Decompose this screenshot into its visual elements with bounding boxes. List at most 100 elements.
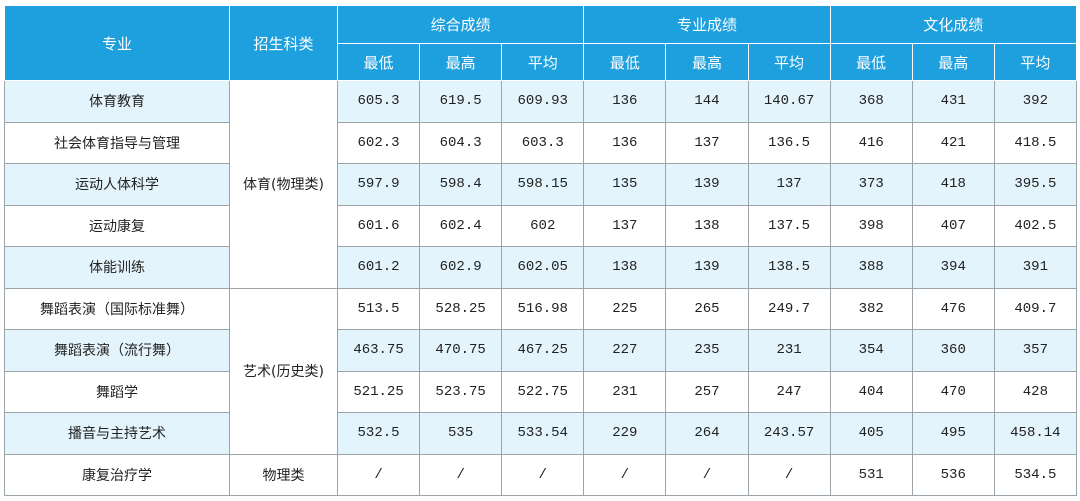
score-cell: 602.3 <box>336 121 421 164</box>
score-cell: 138 <box>665 204 749 247</box>
group-header: 专业成绩 <box>583 5 831 44</box>
sub-header: 最低 <box>829 43 913 81</box>
data-row: 体能训练 601.2 602.9 602.05 138 139 138.5 388 394 391 <box>4 246 1077 289</box>
score-cell: / <box>501 453 585 496</box>
score-cell: / <box>665 453 749 496</box>
score-cell: 603.3 <box>501 121 585 164</box>
score-cell: 354 <box>829 329 913 372</box>
major-cell: 社会体育指导与管理 <box>4 121 230 164</box>
score-cell: 229 <box>583 412 667 455</box>
sub-header: 平均 <box>747 43 831 81</box>
score-cell: 231 <box>583 370 667 413</box>
score-cell: 136 <box>583 121 667 164</box>
header-row: 最低 最高 平均 最低 最高 平均 最低 最高 平均 <box>5 43 1077 81</box>
score-cell: 140.67 <box>747 80 831 123</box>
score-cell: 470.75 <box>419 329 503 372</box>
score-cell: 137 <box>747 163 831 206</box>
score-cell: 532.5 <box>336 412 421 455</box>
score-cell: 357 <box>993 329 1077 372</box>
score-cell: 402.5 <box>993 204 1077 247</box>
sub-header: 最高 <box>419 43 503 81</box>
sub-header: 最高 <box>911 43 995 81</box>
score-table: 专业 招生科类 综合成绩 专业成绩 文化成绩 最低 最高 平均 最低 最高 平均 最低 最高 平均 … <box>4 5 1077 496</box>
score-cell: 602.05 <box>501 246 585 289</box>
score-cell: 495 <box>911 412 995 455</box>
data-row: 舞蹈表演（流行舞） 463.75 470.75 467.25 227 235 231 354 3… <box>4 329 1077 372</box>
score-cell: 388 <box>829 246 913 289</box>
score-cell: / <box>747 453 831 496</box>
header-cell: 招生科类 <box>229 5 338 81</box>
sub-header: 最低 <box>336 43 421 81</box>
score-cell: 428 <box>993 370 1077 413</box>
sub-header: 平均 <box>993 43 1077 81</box>
score-cell: 407 <box>911 204 995 247</box>
group-header: 文化成绩 <box>829 5 1077 44</box>
data-row: 体育教育 体育(物理类) 605.3 619.5 609.93 136 144 140.67 3… <box>4 80 1077 289</box>
score-cell: 531 <box>829 453 913 496</box>
major-cell: 播音与主持艺术 <box>4 412 230 455</box>
data-row: 播音与主持艺术 532.5 535 533.54 229 264 243.57 405 495 4… <box>4 412 1077 455</box>
score-cell: 373 <box>829 163 913 206</box>
score-cell: 392 <box>993 80 1077 123</box>
score-cell: 418.5 <box>993 121 1077 164</box>
data-row: 运动人体科学 597.9 598.4 598.15 135 139 137 373 418 395… <box>4 163 1077 206</box>
score-cell: 535 <box>419 412 503 455</box>
score-cell: 135 <box>583 163 667 206</box>
score-cell: 398 <box>829 204 913 247</box>
score-cell: 405 <box>829 412 913 455</box>
data-row: 运动康复 601.6 602.4 602 137 138 137.5 398 407 402.5 <box>4 204 1077 247</box>
score-cell: 391 <box>993 246 1077 289</box>
sub-header: 平均 <box>501 43 585 81</box>
score-cell: 476 <box>911 287 995 330</box>
score-cell: 265 <box>665 287 749 330</box>
score-cell: 416 <box>829 121 913 164</box>
score-cell: 395.5 <box>993 163 1077 206</box>
score-cell: 136 <box>583 80 667 123</box>
score-cell: 458.14 <box>993 412 1077 455</box>
score-cell: 394 <box>911 246 995 289</box>
score-cell: 598.4 <box>419 163 503 206</box>
major-cell: 康复治疗学 <box>4 453 230 496</box>
score-cell: 404 <box>829 370 913 413</box>
major-cell: 舞蹈表演（流行舞） <box>4 329 230 372</box>
score-cell: 227 <box>583 329 667 372</box>
score-cell: 137.5 <box>747 204 831 247</box>
header-row: 专业 招生科类 综合成绩 专业成绩 文化成绩 <box>4 5 1077 81</box>
score-cell: 602.9 <box>419 246 503 289</box>
score-cell: 604.3 <box>419 121 503 164</box>
score-cell: / <box>419 453 503 496</box>
major-cell: 体能训练 <box>4 246 230 289</box>
score-cell: 368 <box>829 80 913 123</box>
score-cell: / <box>583 453 667 496</box>
score-cell: 463.75 <box>336 329 421 372</box>
data-row: 社会体育指导与管理 602.3 604.3 603.3 136 137 136.5 416 42… <box>4 121 1077 164</box>
score-cell: 264 <box>665 412 749 455</box>
score-cell: 513.5 <box>336 287 421 330</box>
score-cell: 249.7 <box>747 287 831 330</box>
score-cell: 257 <box>665 370 749 413</box>
score-cell: 467.25 <box>501 329 585 372</box>
score-cell: 609.93 <box>501 80 585 123</box>
score-cell: 601.6 <box>336 204 421 247</box>
score-cell: 360 <box>911 329 995 372</box>
score-cell: 605.3 <box>336 80 421 123</box>
major-cell: 运动人体科学 <box>4 163 230 206</box>
score-cell: 528.25 <box>419 287 503 330</box>
score-cell: 533.54 <box>501 412 585 455</box>
sub-header: 最高 <box>665 43 749 81</box>
major-cell: 体育教育 <box>4 80 230 123</box>
score-cell: 534.5 <box>993 453 1077 496</box>
score-cell: 409.7 <box>993 287 1077 330</box>
score-cell: 418 <box>911 163 995 206</box>
table-header: 专业 招生科类 综合成绩 专业成绩 文化成绩 最低 最高 平均 最低 最高 平均 最低 最高 平均 <box>4 5 1077 81</box>
data-row: 舞蹈表演（国际标准舞） 艺术(历史类) 513.5 528.25 516.98 225 26… <box>4 287 1077 455</box>
score-cell: 601.2 <box>336 246 421 289</box>
score-cell: 136.5 <box>747 121 831 164</box>
major-cell: 舞蹈学 <box>4 370 230 413</box>
header-cell: 专业 <box>4 5 230 81</box>
score-cell: 521.25 <box>336 370 421 413</box>
score-cell: 382 <box>829 287 913 330</box>
group-header: 综合成绩 <box>336 5 585 44</box>
data-row: 舞蹈学 521.25 523.75 522.75 231 257 247 404 470 428 <box>4 370 1077 413</box>
